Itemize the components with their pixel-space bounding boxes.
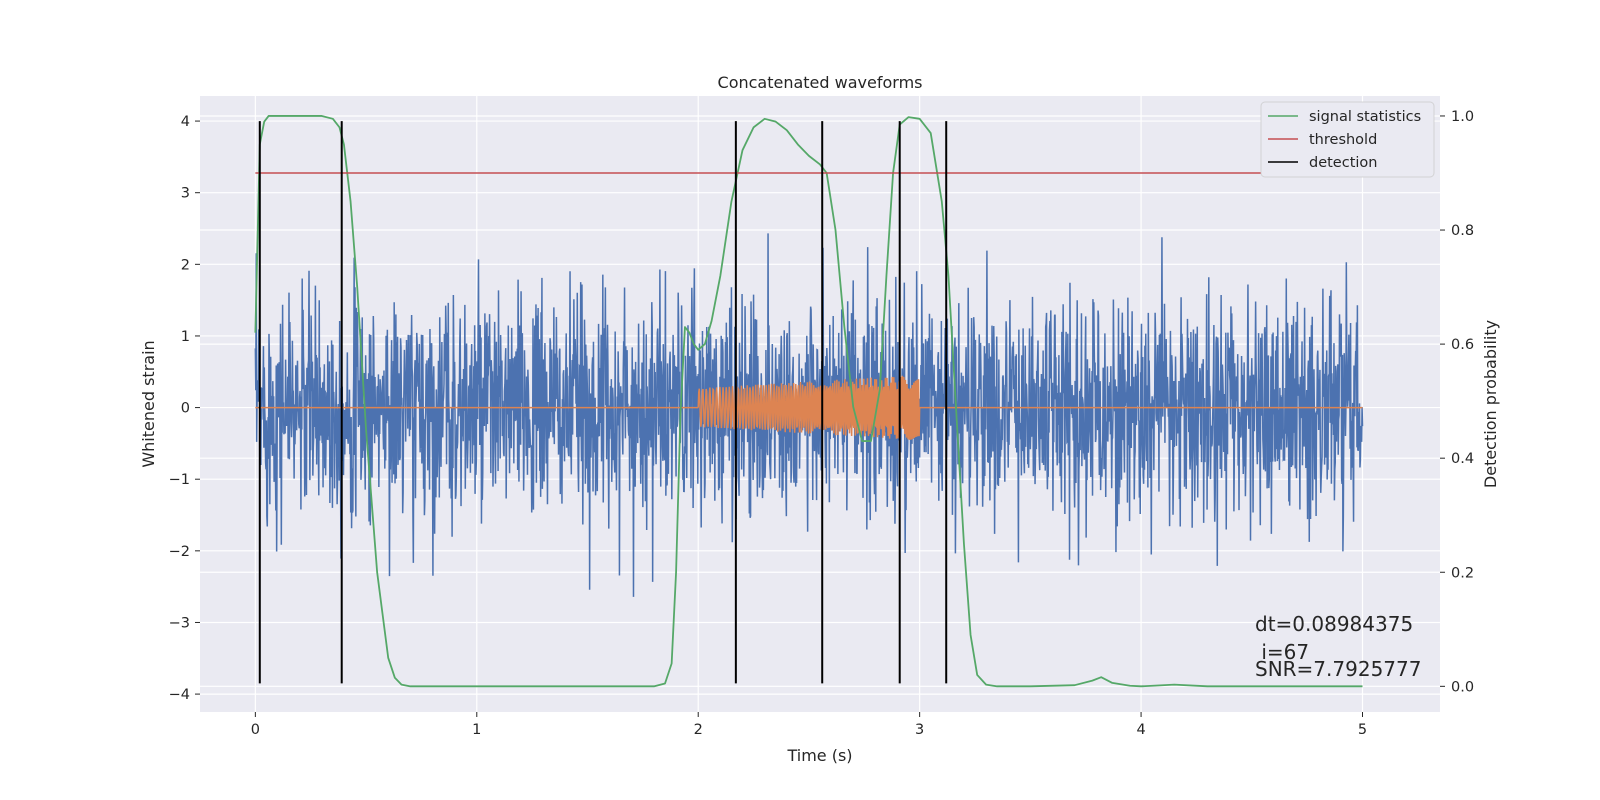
- x-tick-label: 1: [472, 722, 481, 738]
- y-right-tick-label: 0.2: [1451, 565, 1474, 581]
- x-tick-label: 5: [1358, 722, 1367, 738]
- y-right-tick-label: 0.6: [1451, 337, 1474, 353]
- y-tick-label: −4: [169, 687, 190, 703]
- y-tick-label: 4: [181, 114, 190, 130]
- legend-label-detection: detection: [1309, 155, 1377, 171]
- x-tick-label: 3: [915, 722, 924, 738]
- annotation-snr: SNR=7.7925777: [1255, 657, 1421, 681]
- y-tick-label: 1: [181, 329, 190, 345]
- legend-label-statistics: signal statistics: [1309, 109, 1421, 125]
- y-tick-label: −2: [169, 544, 190, 560]
- x-tick-label: 4: [1136, 722, 1145, 738]
- series-injected-waveform: [255, 375, 1363, 440]
- axes: 0 1 2 3 4 5 −4 −3 −2 −1 0 1 2 3 4 0.0 0.2 0.4 0.6 0.8 1.0: [169, 109, 1474, 738]
- x-tick-label: 2: [694, 722, 703, 738]
- x-tick-label: 0: [251, 722, 260, 738]
- y-tick-label: 3: [181, 186, 190, 202]
- legend: signal statistics threshold detection: [1260, 101, 1435, 178]
- y-right-tick-label: 0.8: [1451, 223, 1474, 239]
- series-layer: [254, 115, 1385, 688]
- x-axis-label: Time (s): [786, 746, 852, 765]
- y-tick-label: 0: [181, 401, 190, 417]
- y-right-tick-label: 0.4: [1451, 451, 1474, 467]
- y-tick-label: −3: [169, 615, 190, 631]
- y-right-tick-label: 1.0: [1451, 109, 1474, 125]
- y-tick-label: 2: [181, 257, 190, 273]
- annotation-dt: dt=0.08984375: [1255, 612, 1413, 636]
- y-axis-right-label: Detection probability: [1481, 320, 1500, 488]
- y-tick-label: −1: [169, 472, 190, 488]
- series-signal-statistics: [254, 115, 1363, 688]
- legend-box: [1260, 101, 1435, 178]
- y-right-tick-label: 0.0: [1451, 679, 1474, 695]
- chart-title: Concatenated waveforms: [718, 73, 923, 92]
- legend-label-threshold: threshold: [1309, 132, 1377, 148]
- annotation-i: i=67: [1255, 640, 1309, 664]
- y-axis-label: Whitened strain: [139, 340, 158, 467]
